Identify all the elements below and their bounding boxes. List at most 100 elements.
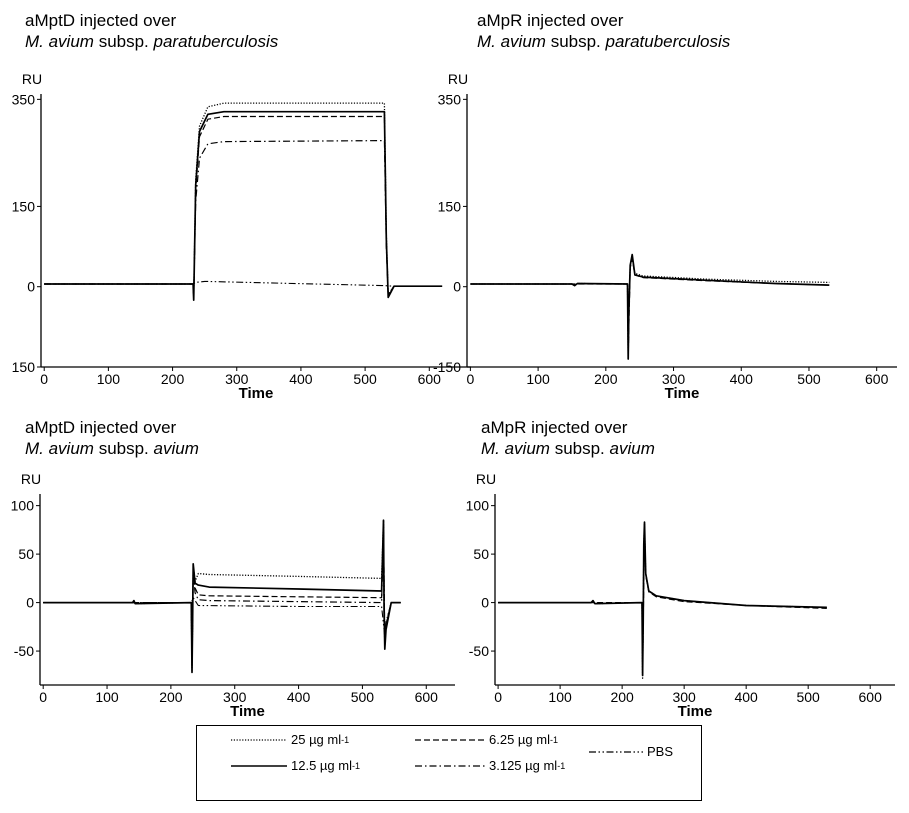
legend-item-25: 25 µg ml -1 — [231, 732, 349, 747]
panel-4-y-tick-label: 0 — [481, 595, 489, 611]
panel-4-x-tick-label: 300 — [672, 689, 696, 705]
legend-item-3-125: 3.125 µg ml -1 — [415, 758, 565, 773]
legend-swatch-solid — [231, 764, 287, 767]
panel-2-y-tick-label: 350 — [438, 91, 462, 107]
legend-item-6-25: 6.25 µg ml -1 — [415, 732, 558, 747]
legend-label-12-5: 12.5 µg ml — [291, 758, 352, 773]
legend: 25 µg ml -1 12.5 µg ml -1 6.25 µg ml -1 3.1… — [196, 725, 702, 801]
panel-2-x-axis-label: Time — [665, 385, 700, 402]
panel-3-x-tick-label: 500 — [351, 689, 375, 705]
panel-2-y-axis-label: RU — [448, 71, 468, 87]
panel-2-title-line1: aMpR injected over — [477, 11, 624, 30]
panel-1-y-tick-label: 150 — [12, 359, 36, 375]
panel-1-x-tick-label: 0 — [40, 371, 48, 387]
panel-1-x-axis-label: Time — [239, 385, 274, 402]
panel-3-subspecies: avium — [153, 439, 199, 458]
panel-1-y-tick-label: 350 — [12, 91, 36, 107]
panel-3-x-tick-label: 400 — [287, 689, 311, 705]
panel-4-title: aMpR injected over M. avium subsp. avium — [481, 417, 655, 459]
legend-item-pbs: PBS — [589, 744, 673, 759]
panel-2-x-tick-label: 400 — [730, 371, 754, 387]
panel-3-y-axis-label: RU — [21, 471, 41, 487]
panel-1-series-dashdotdot — [44, 280, 443, 287]
panel-4-title-mid: subsp. — [549, 439, 610, 458]
panel-4-y-tick-label: -50 — [469, 643, 489, 659]
panel-1-series-dashed — [44, 115, 443, 300]
panel-2-y-tick-label: 0 — [453, 279, 461, 295]
panel-3-x-axis-label: Time — [230, 703, 265, 720]
panel-2-title: aMpR injected over M. avium subsp. parat… — [477, 10, 730, 52]
panel-3-series-dotted — [43, 519, 401, 672]
panel-4-x-tick-label: 600 — [859, 689, 883, 705]
panel-3-x-tick-label: 200 — [159, 689, 183, 705]
legend-label-6-25: 6.25 µg ml — [489, 732, 550, 747]
legend-sup-12-5: -1 — [351, 760, 360, 771]
panel-3-x-tick-label: 300 — [223, 689, 247, 705]
panel-1-y-tick-label: 150 — [12, 198, 36, 214]
panel-3-series-dashdot — [43, 529, 401, 668]
panel-2-subspecies: paratuberculosis — [605, 32, 731, 51]
legend-label-pbs: PBS — [647, 744, 674, 759]
panel-3-series-dashdotdot — [43, 597, 401, 638]
panel-4-x-tick-label: 400 — [734, 689, 758, 705]
panel-4-y-tick-label: 50 — [473, 546, 489, 562]
panel-1-x-tick-label: 100 — [97, 371, 121, 387]
legend-swatch-dashdotdot — [589, 750, 643, 753]
panel-1-x-tick-label: 500 — [353, 371, 377, 387]
panel-3-species: M. avium — [25, 439, 94, 458]
panel-4-species: M. avium — [481, 439, 550, 458]
panel-4-subspecies: avium — [609, 439, 655, 458]
panel-2-series-solid — [470, 253, 830, 360]
panel-1-y-tick-label: 0 — [27, 279, 35, 295]
panel-3-title-mid: subsp. — [93, 439, 154, 458]
panel-2-title-mid: subsp. — [545, 32, 606, 51]
panel-2-series-dotted — [470, 256, 830, 360]
panel-4-series-dashed — [498, 524, 827, 673]
panel-4-y-axis-label: RU — [476, 471, 496, 487]
panel-1-x-tick-label: 200 — [161, 371, 185, 387]
panel-1-x-tick-label: 600 — [418, 371, 442, 387]
legend-label-3-125: 3.125 µg ml — [489, 758, 558, 773]
panel-1-title-line1: aMptD injected over — [25, 11, 177, 30]
panel-2-x-tick-label: 100 — [526, 371, 550, 387]
panel-1-subspecies: paratuberculosis — [153, 32, 279, 51]
panel-4-series-solid — [498, 521, 827, 677]
panel-2-series-dashed — [470, 258, 830, 357]
legend-swatch-dotted — [231, 738, 287, 741]
panel-2-y-tick-label: 150 — [438, 198, 462, 214]
panel-4-y-tick-label: 100 — [466, 498, 490, 514]
panel-4-x-tick-label: 0 — [494, 689, 502, 705]
panel-2-x-tick-label: 300 — [662, 371, 686, 387]
panel-3-x-tick-label: 100 — [95, 689, 119, 705]
panel-4-x-tick-label: 200 — [610, 689, 634, 705]
panel-3-series-dashed — [43, 524, 401, 670]
panel-1-x-tick-label: 300 — [225, 371, 249, 387]
legend-label-25: 25 µg ml — [291, 732, 342, 747]
panel-1-series-dotted — [44, 102, 443, 299]
panel-4-x-tick-label: 500 — [796, 689, 820, 705]
legend-sup-3-125: -1 — [557, 760, 566, 771]
panel-3-y-tick-label: 50 — [18, 546, 34, 562]
panel-2-x-tick-label: 500 — [797, 371, 821, 387]
legend-sup-6-25: -1 — [549, 734, 558, 745]
panel-3-title-line1: aMptD injected over — [25, 418, 177, 437]
legend-swatch-dashdot — [415, 764, 485, 767]
panel-3-series-solid — [43, 519, 401, 674]
panel-1-y-axis-label: RU — [22, 71, 42, 87]
panel-2-x-tick-label: 0 — [466, 371, 474, 387]
panel-3-title: aMptD injected over M. avium subsp. aviu… — [25, 417, 199, 459]
panel-2-x-tick-label: 600 — [865, 371, 889, 387]
panel-2-x-tick-label: 200 — [594, 371, 618, 387]
panel-1-series-solid — [44, 110, 443, 301]
panel-1-title-mid: subsp. — [93, 32, 154, 51]
panel-3-y-tick-label: -50 — [14, 643, 34, 659]
panel-3-y-tick-label: 100 — [11, 498, 35, 514]
legend-swatch-dashed — [415, 738, 485, 741]
panel-4-title-line1: aMpR injected over — [481, 418, 628, 437]
panel-1-series-dashdot — [44, 140, 443, 297]
panel-4-x-tick-label: 100 — [548, 689, 572, 705]
panel-2-species: M. avium — [477, 32, 546, 51]
legend-item-12-5: 12.5 µg ml -1 — [231, 758, 360, 773]
panel-3-x-tick-label: 0 — [39, 689, 47, 705]
